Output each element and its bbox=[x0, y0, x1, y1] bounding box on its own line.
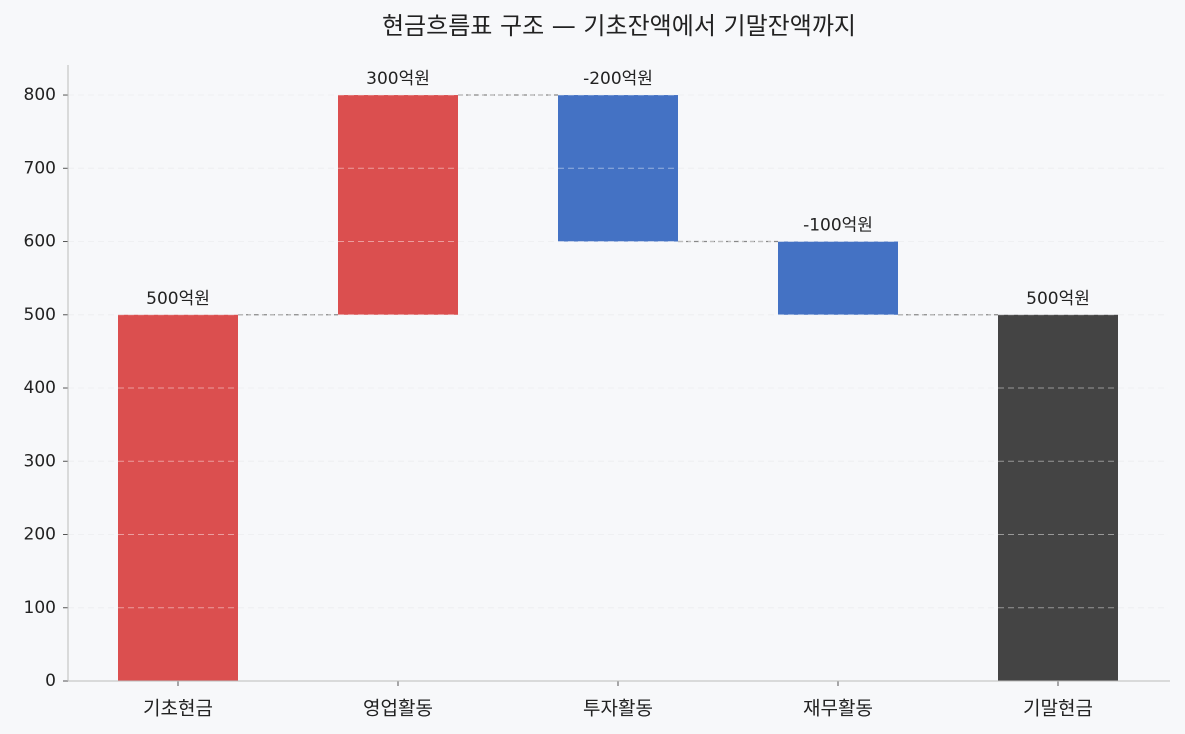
x-tick-label: 기말현금 bbox=[1023, 698, 1093, 720]
value-label: 300억원 bbox=[366, 69, 430, 89]
y-tick-label: 600 bbox=[24, 232, 56, 252]
y-tick-label: 800 bbox=[24, 85, 56, 105]
value-label: -200억원 bbox=[583, 69, 653, 89]
value-label: -100억원 bbox=[803, 216, 873, 236]
x-tick-label: 투자활동 bbox=[583, 698, 653, 720]
x-tick-label: 재무활동 bbox=[803, 698, 873, 720]
chart-title: 현금흐름표 구조 — 기초잔액에서 기말잔액까지 bbox=[382, 12, 856, 40]
bar bbox=[338, 95, 458, 315]
y-tick-label: 0 bbox=[45, 671, 56, 691]
value-label: 500억원 bbox=[1026, 289, 1090, 309]
y-tick-label: 700 bbox=[24, 158, 56, 178]
bar bbox=[778, 241, 898, 315]
bar bbox=[118, 314, 238, 681]
y-tick-label: 300 bbox=[24, 451, 56, 471]
y-tick-label: 100 bbox=[24, 598, 56, 618]
y-tick-label: 200 bbox=[24, 525, 56, 545]
x-tick-label: 기초현금 bbox=[143, 698, 213, 720]
bar bbox=[998, 314, 1118, 681]
value-label: 500억원 bbox=[146, 289, 210, 309]
y-tick-label: 400 bbox=[24, 378, 56, 398]
y-tick-label: 500 bbox=[24, 305, 56, 325]
bar bbox=[558, 95, 678, 242]
x-tick-label: 영업활동 bbox=[363, 698, 433, 720]
